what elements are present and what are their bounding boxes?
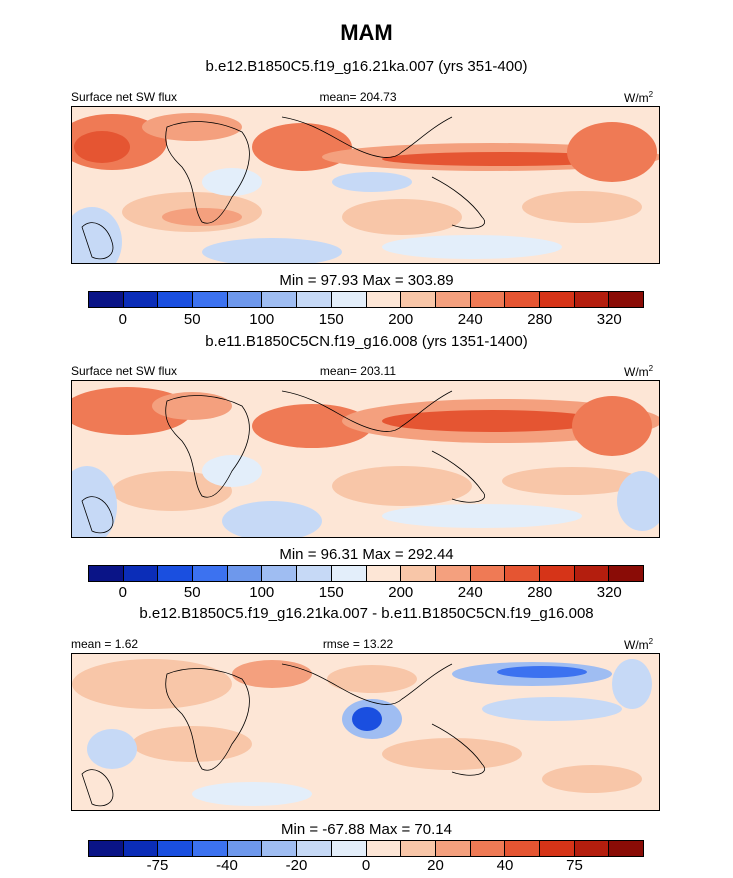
colorbar-swatch bbox=[366, 292, 402, 307]
colorbar-tick-label: 100 bbox=[249, 584, 275, 601]
colorbar-swatch bbox=[123, 841, 159, 856]
panel-3-units-label: W/m2 bbox=[624, 637, 654, 652]
colorbar-swatch bbox=[262, 292, 298, 307]
colorbar-swatch bbox=[227, 566, 263, 581]
panel-2-map-field bbox=[72, 381, 659, 537]
colorbar-swatch bbox=[331, 566, 367, 581]
colorbar-swatch bbox=[297, 292, 332, 307]
colorbar-swatch bbox=[505, 566, 540, 581]
colorbar-swatch bbox=[574, 292, 610, 307]
colorbar-tick-label: 0 bbox=[361, 857, 371, 874]
panel-2-mean-label: mean= 203.11 bbox=[319, 364, 397, 378]
colorbar-swatch bbox=[609, 566, 643, 581]
panel-1-units-label: W/m2 bbox=[624, 90, 654, 105]
colorbar-swatch bbox=[89, 841, 124, 856]
panel-1-variable-label: Surface net SW flux bbox=[71, 90, 178, 104]
colorbar-swatch bbox=[227, 292, 263, 307]
colorbar-swatch bbox=[470, 841, 506, 856]
panel-1-subtitle: b.e12.B1850C5.f19_g16.21ka.007 (yrs 351-… bbox=[205, 58, 528, 75]
panel-3-minmax: Min = -67.88 Max = 70.14 bbox=[281, 821, 452, 838]
colorbar-swatch bbox=[539, 566, 575, 581]
colorbar-swatch bbox=[609, 292, 643, 307]
colorbar-tick-label: 320 bbox=[596, 584, 622, 601]
colorbar-tick-label: 20 bbox=[427, 857, 444, 874]
colorbar-swatch bbox=[227, 841, 263, 856]
panel-1-map bbox=[71, 106, 660, 264]
panel-3-rmse-label: rmse = 13.22 bbox=[322, 637, 394, 651]
panel-3-colorbar bbox=[88, 840, 644, 857]
colorbar-swatch bbox=[123, 566, 159, 581]
panel-2-subtitle: b.e11.B1850C5CN.f19_g16.008 (yrs 1351-14… bbox=[205, 333, 528, 350]
colorbar-swatch bbox=[262, 841, 298, 856]
panel-2-units-label: W/m2 bbox=[624, 364, 654, 379]
panel-1-mean-label: mean= 204.73 bbox=[319, 90, 397, 104]
colorbar-swatch bbox=[297, 841, 332, 856]
colorbar-swatch bbox=[193, 841, 228, 856]
colorbar-swatch bbox=[401, 566, 436, 581]
panel-2-colorbar bbox=[88, 565, 644, 582]
colorbar-swatch bbox=[193, 292, 228, 307]
colorbar-swatch bbox=[366, 566, 402, 581]
colorbar-tick-label: -75 bbox=[146, 857, 169, 874]
colorbar-swatch bbox=[158, 292, 194, 307]
colorbar-tick-label: 280 bbox=[527, 584, 553, 601]
colorbar-swatch bbox=[574, 566, 610, 581]
colorbar-swatch bbox=[470, 566, 506, 581]
colorbar-tick-label: 200 bbox=[388, 311, 414, 328]
panel-3-mean-label: mean = 1.62 bbox=[71, 637, 139, 651]
colorbar-swatch bbox=[435, 566, 471, 581]
colorbar-tick-label: 100 bbox=[249, 311, 275, 328]
colorbar-tick-label: -40 bbox=[216, 857, 238, 874]
colorbar-tick-label: 40 bbox=[496, 857, 514, 874]
panel-3-map bbox=[71, 653, 660, 811]
colorbar-swatch bbox=[297, 566, 332, 581]
panel-1-minmax: Min = 97.93 Max = 303.89 bbox=[279, 272, 454, 289]
colorbar-swatch bbox=[505, 292, 540, 307]
colorbar-tick-label: 75 bbox=[566, 857, 583, 874]
figure-title: MAM bbox=[340, 20, 393, 45]
colorbar-swatch bbox=[193, 566, 228, 581]
colorbar-swatch bbox=[331, 292, 367, 307]
colorbar-tick-label: 0 bbox=[118, 311, 127, 328]
colorbar-tick-label: 240 bbox=[457, 584, 483, 601]
colorbar-tick-label: 240 bbox=[457, 311, 483, 328]
colorbar-tick-label: 150 bbox=[318, 584, 344, 601]
colorbar-swatch bbox=[366, 841, 402, 856]
colorbar-swatch bbox=[435, 292, 471, 307]
panel-3-subtitle: b.e12.B1850C5.f19_g16.21ka.007 - b.e11.B… bbox=[139, 605, 594, 622]
colorbar-swatch bbox=[158, 841, 194, 856]
colorbar-tick-label: 150 bbox=[318, 311, 344, 328]
colorbar-swatch bbox=[470, 292, 506, 307]
colorbar-swatch bbox=[435, 841, 471, 856]
panel-3-colorbar-ticks: -75 -40 -20 0 20 40 75 bbox=[88, 857, 644, 875]
colorbar-tick-label: 280 bbox=[527, 311, 553, 328]
panel-3-map-field bbox=[72, 654, 659, 810]
colorbar-tick-label: 200 bbox=[388, 584, 414, 601]
colorbar-tick-label: 50 bbox=[183, 311, 201, 328]
colorbar-swatch bbox=[262, 566, 298, 581]
colorbar-swatch bbox=[574, 841, 610, 856]
colorbar-swatch bbox=[158, 566, 194, 581]
panel-2-colorbar-ticks: 0 50 100 150 200 240 280 320 bbox=[88, 584, 644, 602]
colorbar-swatch bbox=[401, 841, 436, 856]
panel-2-map bbox=[71, 380, 660, 538]
colorbar-swatch bbox=[331, 841, 367, 856]
colorbar-swatch bbox=[609, 841, 643, 856]
panel-1-colorbar-ticks: 0 50 100 150 200 240 280 320 bbox=[88, 311, 644, 329]
panel-2-minmax: Min = 96.31 Max = 292.44 bbox=[279, 546, 454, 563]
colorbar-swatch bbox=[505, 841, 540, 856]
colorbar-swatch bbox=[89, 566, 124, 581]
colorbar-tick-label: -20 bbox=[285, 857, 308, 874]
colorbar-swatch bbox=[89, 292, 124, 307]
panel-1-colorbar bbox=[88, 291, 644, 308]
colorbar-swatch bbox=[401, 292, 436, 307]
colorbar-swatch bbox=[123, 292, 159, 307]
panel-2-variable-label: Surface net SW flux bbox=[71, 364, 178, 378]
panel-1-map-field bbox=[72, 107, 659, 263]
colorbar-swatch bbox=[539, 292, 575, 307]
colorbar-tick-label: 320 bbox=[596, 311, 622, 328]
colorbar-tick-label: 50 bbox=[183, 584, 201, 601]
colorbar-tick-label: 0 bbox=[118, 584, 127, 601]
colorbar-swatch bbox=[539, 841, 575, 856]
